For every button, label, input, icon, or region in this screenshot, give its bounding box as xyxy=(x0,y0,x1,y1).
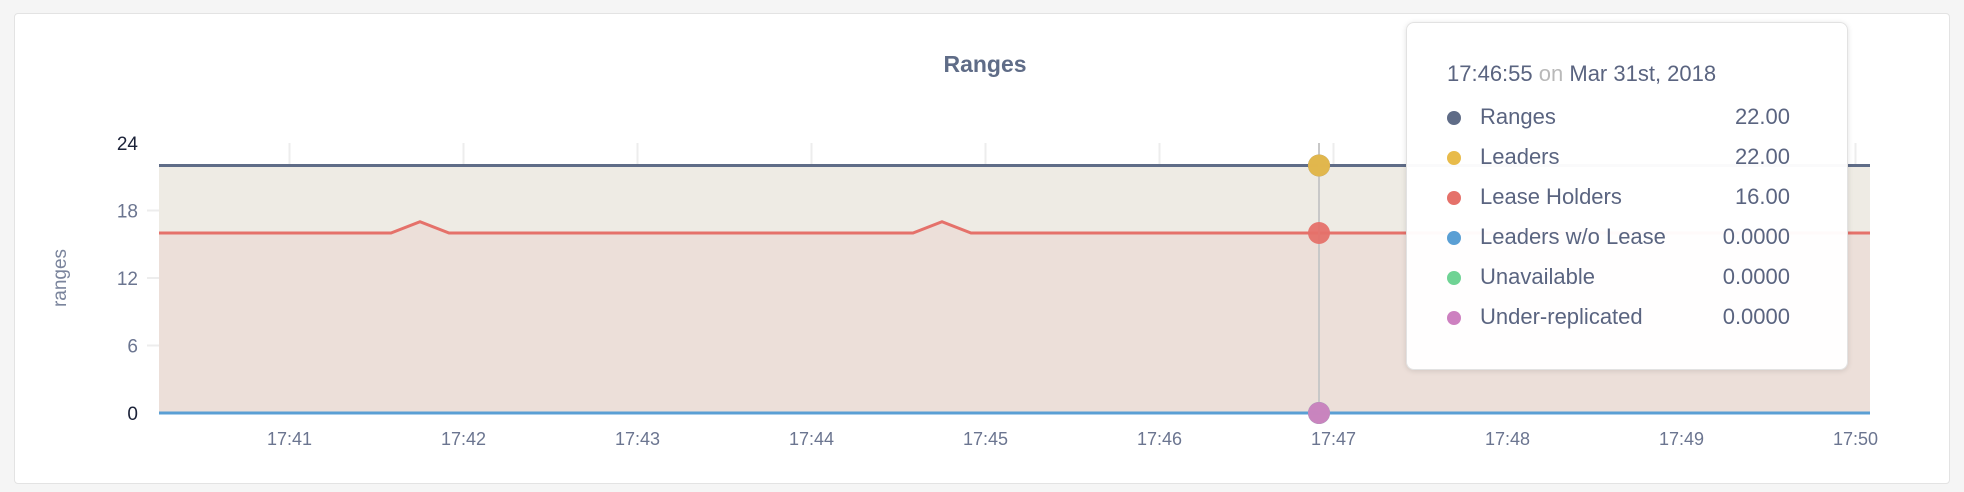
leaders-wo-lease-dot-icon xyxy=(1447,231,1461,245)
tooltip-label: Unavailable xyxy=(1480,264,1595,289)
hover-tooltip: 17:46:55 on Mar 31st, 2018 Ranges 22.00 L… xyxy=(1406,22,1848,370)
y-axis-label: ranges xyxy=(50,249,71,307)
x-tick-label: 17:49 xyxy=(1659,429,1704,449)
tooltip-row-leaders-wo-lease: Leaders w/o Lease 0.0000 xyxy=(1447,221,1790,261)
tooltip-label: Leaders w/o Lease xyxy=(1480,224,1666,249)
tooltip-value: 22.00 xyxy=(1734,144,1790,169)
line-lease-holders xyxy=(159,220,1870,235)
ranges-dot-icon xyxy=(1447,111,1461,125)
y-tick-label: 18 xyxy=(117,202,138,223)
tooltip-value: 22.00 xyxy=(1734,104,1790,129)
y-tick-label: 6 xyxy=(127,337,138,358)
x-tick-label: 17:43 xyxy=(615,429,660,449)
x-tick-label: 17:48 xyxy=(1485,429,1530,449)
unavailable-dot-icon xyxy=(1447,271,1461,285)
x-tick-label: 17:42 xyxy=(441,429,486,449)
y-tick-label: 12 xyxy=(117,269,138,290)
tooltip-title: 17:46:55 on Mar 31st, 2018 xyxy=(1447,61,1716,87)
leaders-dot-icon xyxy=(1447,151,1461,165)
under-replicated-dot-icon xyxy=(1447,311,1461,325)
tooltip-label: Ranges xyxy=(1480,104,1556,129)
chart-title: Ranges xyxy=(943,51,1026,77)
tooltip-label: Leaders xyxy=(1480,144,1560,169)
lease-holders-dot-icon xyxy=(1447,191,1461,205)
x-tick-label: 17:47 xyxy=(1311,429,1356,449)
tooltip-on: on xyxy=(1538,61,1564,86)
tooltip-row-unavailable: Unavailable 0.0000 xyxy=(1447,261,1790,301)
y-tick-label: 24 xyxy=(117,134,139,155)
tooltip-value: 0.0000 xyxy=(1722,304,1790,329)
x-tick-label: 17:44 xyxy=(789,429,834,449)
hover-point-under-replicated xyxy=(1308,402,1330,424)
x-tick-label: 17:50 xyxy=(1833,429,1878,449)
x-tick-label: 17:45 xyxy=(963,429,1008,449)
tooltip-row-under-replicated: Under-replicated 0.0000 xyxy=(1447,301,1790,341)
x-tick-label: 17:41 xyxy=(267,429,312,449)
hover-point-leaders xyxy=(1308,154,1330,177)
hover-point-lease-holders xyxy=(1308,222,1330,244)
tooltip-value: 16.00 xyxy=(1734,184,1790,209)
tooltip-row-leaders: Leaders 22.00 xyxy=(1447,141,1790,181)
tooltip-row-lease-holders: Lease Holders 16.00 xyxy=(1447,181,1790,221)
tooltip-value: 0.0000 xyxy=(1722,264,1790,289)
tooltip-row-ranges: Ranges 22.00 xyxy=(1447,101,1790,141)
tooltip-date: Mar 31st, 2018 xyxy=(1569,61,1717,86)
tooltip-label: Lease Holders xyxy=(1480,184,1622,209)
tooltip-value: 0.0000 xyxy=(1722,224,1790,249)
tooltip-label: Under-replicated xyxy=(1480,304,1643,329)
tooltip-time: 17:46:55 xyxy=(1447,61,1533,86)
x-tick-label: 17:46 xyxy=(1137,429,1182,449)
y-tick-label: 0 xyxy=(127,404,138,425)
